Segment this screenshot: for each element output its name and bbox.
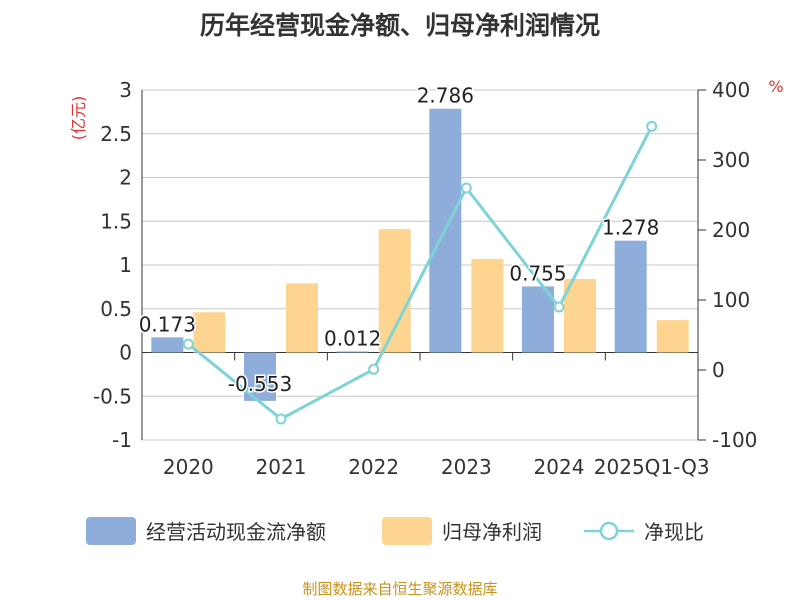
- y-right-tick-label: 0: [712, 358, 725, 382]
- data-label-cashflow: 1.278: [602, 216, 659, 240]
- y-right-tick-label: -100: [712, 428, 757, 452]
- bar-net-profit: [564, 279, 596, 353]
- bar-net-profit: [193, 312, 226, 353]
- bar-cashflow: [151, 337, 184, 353]
- chart-title: 历年经营现金净额、归母净利润情况: [199, 11, 600, 40]
- source-note: 制图数据来自恒生聚源数据库: [302, 580, 498, 598]
- data-label-cashflow: 0.173: [139, 312, 196, 336]
- y-left-tick-label: 1.5: [100, 209, 132, 233]
- legend-item-ratio[interactable]: 净现比: [584, 516, 704, 545]
- x-tick-label: 2021: [256, 455, 307, 479]
- legend-line-icon: [584, 521, 634, 540]
- point-ratio: [275, 413, 287, 425]
- data-label-cashflow: 0.755: [509, 261, 566, 285]
- legend-swatch-cashflow: [86, 516, 136, 545]
- y-right-tick-label: 300: [712, 148, 750, 172]
- bar-cashflow: [522, 286, 554, 353]
- y-left-tick-label: 2: [119, 166, 132, 190]
- y-left-tick-label: -1: [112, 428, 132, 452]
- y-left-tick-label: 1: [119, 253, 132, 277]
- legend: 经营活动现金流净额 归母净利润 净现比: [0, 516, 800, 556]
- bar-net-profit: [656, 320, 689, 353]
- legend-item-cashflow[interactable]: 经营活动现金流净额: [86, 516, 326, 545]
- y-left-tick-label: 2.5: [100, 122, 132, 146]
- x-tick-label: 2024: [534, 455, 585, 479]
- point-ratio: [368, 363, 380, 375]
- legend-label-ratio: 净现比: [644, 520, 704, 544]
- y-right-axis-label: %: [768, 77, 783, 96]
- bar-net-profit: [471, 258, 504, 353]
- bar-net-profit: [378, 229, 411, 353]
- legend-label-cashflow: 经营活动现金流净额: [146, 520, 326, 544]
- y-left-tick-label: 0: [119, 341, 132, 365]
- bar-net-profit: [286, 283, 318, 353]
- y-right-tick-label: 400: [712, 78, 750, 102]
- bar-cashflow: [614, 240, 647, 353]
- y-right-tick-label: 200: [712, 218, 750, 242]
- y-right-tick-label: 100: [712, 288, 750, 312]
- data-label-cashflow: -0.553: [228, 372, 292, 396]
- y-left-tick-label: 0.5: [100, 297, 132, 321]
- y-left-tick-label: -0.5: [93, 384, 132, 408]
- data-label-cashflow: 0.012: [324, 326, 381, 350]
- x-tick-label: 2022: [348, 455, 399, 479]
- legend-label-net-profit: 归母净利润: [442, 520, 542, 544]
- x-tick-label: 2025Q1-Q3: [594, 455, 710, 479]
- y-left-tick-label: 3: [119, 78, 132, 102]
- line-ratio: [187, 125, 654, 421]
- point-ratio: [646, 120, 658, 132]
- x-tick-label: 2020: [163, 455, 214, 479]
- legend-swatch-net-profit: [382, 516, 432, 545]
- y-left-axis-label: (亿元): [69, 96, 88, 141]
- point-ratio: [460, 182, 472, 194]
- point-ratio: [182, 338, 194, 350]
- bar-cashflow: [336, 351, 369, 353]
- x-tick-label: 2023: [441, 455, 492, 479]
- legend-item-net-profit[interactable]: 归母净利润: [382, 516, 542, 545]
- point-ratio: [553, 301, 565, 313]
- data-label-cashflow: 2.786: [417, 84, 474, 108]
